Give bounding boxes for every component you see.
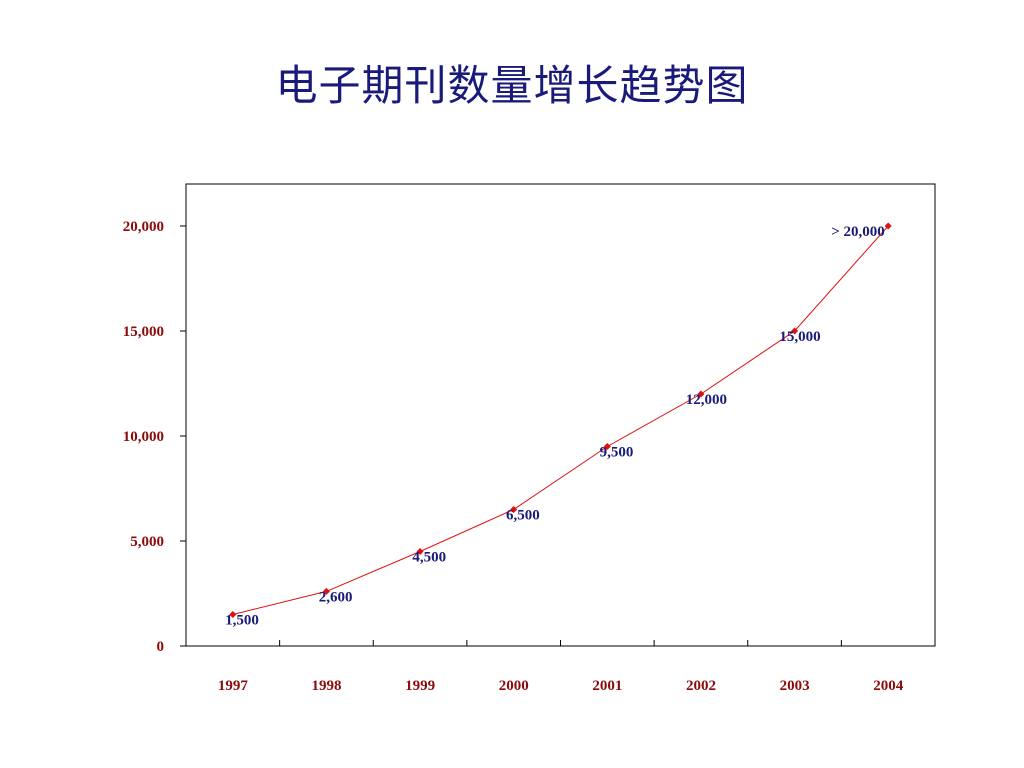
y-axis: 0 5,000 10,000 15,000 20,000 — [123, 219, 186, 655]
y-tick-label: 0 — [157, 639, 165, 655]
data-point — [697, 390, 705, 398]
series-line — [232, 225, 889, 615]
data-label: 15,000 — [779, 329, 820, 345]
data-point — [229, 610, 237, 619]
markers — [229, 222, 892, 619]
y-tick-label: 5,000 — [130, 534, 164, 550]
data-label: 1,500 — [225, 613, 259, 629]
x-tick-label: 2002 — [686, 678, 716, 694]
x-tick-label: 1997 — [218, 678, 249, 694]
data-labels: 1,500 2,600 4,500 6,500 9,500 12,000 15,000 > 2… — [225, 224, 885, 629]
x-tick-label: 2000 — [499, 678, 529, 694]
data-point — [884, 222, 892, 230]
y-tick-label: 15,000 — [123, 324, 164, 340]
data-point — [510, 505, 518, 514]
data-point — [603, 442, 611, 451]
y-tick-label: 10,000 — [123, 429, 164, 445]
x-tick-label: 1998 — [311, 678, 341, 694]
plot-frame — [185, 183, 936, 647]
data-label: 6,500 — [506, 508, 540, 524]
chart-title: 电子期刊数量增长趋势图 — [275, 61, 749, 110]
x-tick-label: 1999 — [405, 678, 435, 694]
x-tick-label: 2003 — [780, 678, 810, 694]
data-label: 9,500 — [600, 445, 634, 461]
x-tick-label: 2004 — [873, 678, 904, 694]
data-label: 4,500 — [412, 550, 446, 566]
data-label: 12,000 — [686, 392, 727, 408]
data-label: 2,600 — [319, 589, 353, 605]
y-tick-label: 20,000 — [123, 219, 164, 235]
data-point — [322, 587, 330, 595]
data-point — [791, 327, 799, 335]
data-point — [416, 547, 424, 556]
data-label: > 20,000 — [831, 224, 885, 240]
x-tick-label: 2001 — [592, 678, 622, 694]
x-axis: 1997 1998 1999 2000 2001 2002 2003 2004 — [218, 640, 904, 694]
